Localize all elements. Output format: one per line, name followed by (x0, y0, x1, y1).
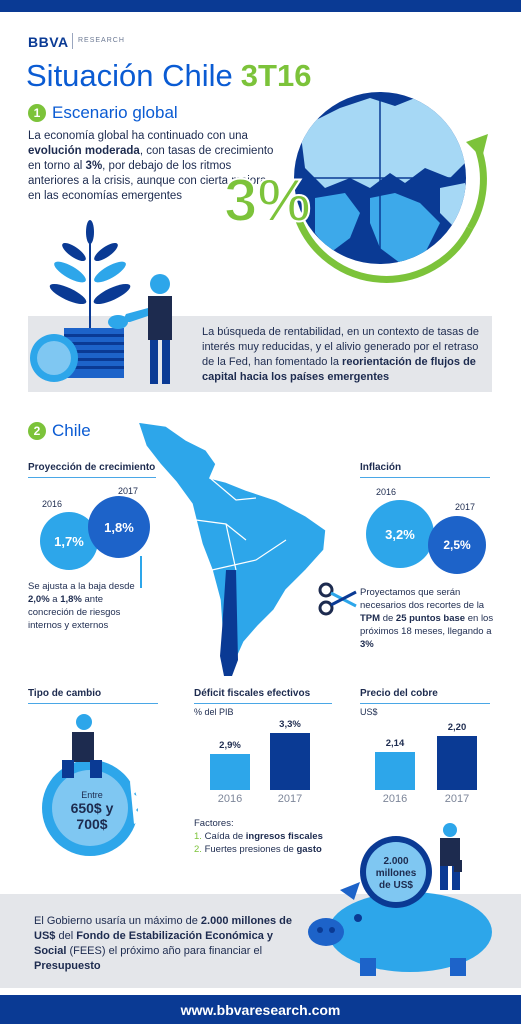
text-segment: evolución moderada (28, 145, 140, 157)
growth-heading: Proyección de crecimiento (28, 462, 156, 478)
text-segment: 2,0% (28, 594, 50, 605)
coin-amount: 2.000 millones de US$ (366, 856, 426, 892)
growth-year-2016: 2016 (42, 499, 63, 509)
inflation-year-2016: 2016 (376, 487, 397, 497)
bar-label: 2,9% (219, 739, 241, 751)
plant-coins-illustration (30, 220, 172, 384)
bbva-logo: BBVA (28, 34, 69, 50)
text-segment: del (55, 930, 77, 942)
deficit-factors: Factores: 1. Caída de ingresos fiscales … (194, 817, 344, 856)
exchange-line-3: 700$ (76, 816, 108, 832)
bar-category: 2017 (444, 793, 470, 805)
text-segment: ingresos fiscales (245, 831, 323, 842)
deficit-heading: Déficit fiscales efectivos (194, 688, 332, 704)
inflation-2017-circle: 2,5% (428, 516, 486, 574)
text-segment: El Gobierno usaría un máximo de (34, 915, 201, 927)
factor-item-2: 2. Fuertes presiones de gasto (194, 843, 344, 856)
bar-2016 (210, 753, 250, 790)
text-segment: La economía global ha continuado con una (28, 130, 248, 142)
coin-line-2: millones (375, 868, 417, 879)
text-segment: Presupuesto (34, 960, 101, 972)
text-segment: Fondo de Estabilización Económica y Soci… (34, 930, 274, 957)
text-segment: Proyectamos que serán necesarios dos rec… (360, 587, 485, 611)
text-segment: Se ajusta a la baja desde (28, 581, 135, 592)
bar-category: 2016 (382, 793, 408, 805)
exchange-heading: Tipo de cambio (28, 688, 158, 704)
deficit-chart: 2,9% 2016 3,3% 2017 (200, 712, 320, 808)
factor-number-1: 1. (194, 831, 202, 842)
growth-note: Se ajusta a la baja desde 2,0% a 1,8% an… (28, 580, 148, 632)
text-segment: de (380, 613, 396, 624)
growth-year-2017: 2017 (118, 486, 139, 496)
bar-2017 (437, 736, 477, 790)
text-segment: a (49, 594, 61, 605)
text-segment: 25 puntos base (395, 613, 466, 624)
text-segment: 3% (360, 639, 374, 650)
page-title: Situación Chile 3T16 (26, 58, 311, 94)
footer-url[interactable]: www.bbvaresearch.com (0, 995, 521, 1024)
section-title: Escenario global (52, 103, 178, 122)
exchange-range: Entre 650$ y 700$ (56, 790, 128, 832)
copper-chart: 2,14 2016 2,20 2017 (364, 712, 488, 808)
growth-2017-circle: 1,8% (88, 496, 150, 558)
logo-separator (72, 33, 73, 49)
copper-unit: US$ (360, 707, 378, 717)
coin-line-1: 2.000 (383, 856, 409, 867)
global-scenario-text: La economía global ha continuado con una… (28, 129, 276, 204)
bar-label: 2,14 (385, 738, 405, 750)
bar-label: 3,3% (279, 719, 301, 731)
text-segment: gasto (296, 844, 322, 855)
section-number-badge: 2 (28, 422, 46, 440)
title-text: Situación Chile (26, 58, 233, 93)
text-segment: reorientación de flujos de capital hacia… (202, 356, 476, 383)
piggy-bank-illustration (308, 823, 492, 976)
globe-illustration (294, 92, 488, 283)
scissors-icon (318, 582, 357, 616)
coin-man-illustration (42, 714, 144, 856)
text-segment: 3% (85, 160, 103, 172)
bar-category: 2016 (217, 793, 243, 805)
text-segment: 2.000 millones de US$ (34, 915, 293, 942)
logo-subtitle: RESEARCH (78, 37, 125, 44)
text-segment: TPM (360, 613, 381, 624)
bar-label: 2,20 (447, 722, 467, 734)
deficit-unit: % del PIB (194, 707, 234, 717)
bar-category: 2017 (277, 793, 303, 805)
factors-title: Factores: (194, 818, 234, 829)
text-segment: en los próximos 18 meses, llegando a (360, 613, 494, 637)
text-segment: La búsqueda de rentabilidad, en un conte… (202, 326, 480, 368)
text-segment: 1,8% (60, 594, 82, 605)
copper-heading: Precio del cobre (360, 688, 490, 704)
text-segment: Caída de (204, 831, 246, 842)
bar-2016 (375, 752, 415, 790)
exchange-line-2: 650$ y (70, 800, 114, 816)
exchange-line-1: Entre (81, 790, 103, 800)
coin-line-3: de US$ (379, 880, 413, 891)
section-number-badge: 1 (28, 104, 46, 122)
inflation-heading: Inflación (360, 462, 490, 478)
inflation-year-2017: 2017 (455, 502, 476, 512)
factor-item-1: 1. Caída de ingresos fiscales (194, 830, 344, 843)
rates-note: Proyectamos que serán necesarios dos rec… (360, 586, 494, 651)
section-title: Chile (52, 421, 91, 440)
fees-text: El Gobierno usaría un máximo de 2.000 mi… (34, 914, 296, 974)
south-america-map (136, 421, 327, 677)
text-segment: ante concreción de riesgos internos y ex… (28, 594, 121, 631)
factor-number-2: 2. (194, 844, 202, 855)
title-quarter: 3T16 (240, 58, 312, 93)
inflation-2016-circle: 3,2% (366, 500, 434, 568)
bar-2017 (270, 733, 310, 790)
globe-growth-value: 3% (223, 166, 312, 235)
growth-note-connector (140, 556, 142, 588)
text-segment: (FEES) el próximo año para financiar el (66, 945, 263, 957)
factor-text-1: Caída de ingresos fiscales (205, 831, 323, 842)
text-segment: Fuertes presiones de (204, 844, 297, 855)
factor-text-2: Fuertes presiones de gasto (205, 844, 322, 855)
top-bar (0, 0, 521, 12)
capital-flows-text: La búsqueda de rentabilidad, en un conte… (202, 325, 488, 385)
text-segment: , por debajo de los ritmos anteriores a … (28, 160, 267, 202)
text-segment: , con tasas de crecimiento en torno al (28, 145, 274, 172)
